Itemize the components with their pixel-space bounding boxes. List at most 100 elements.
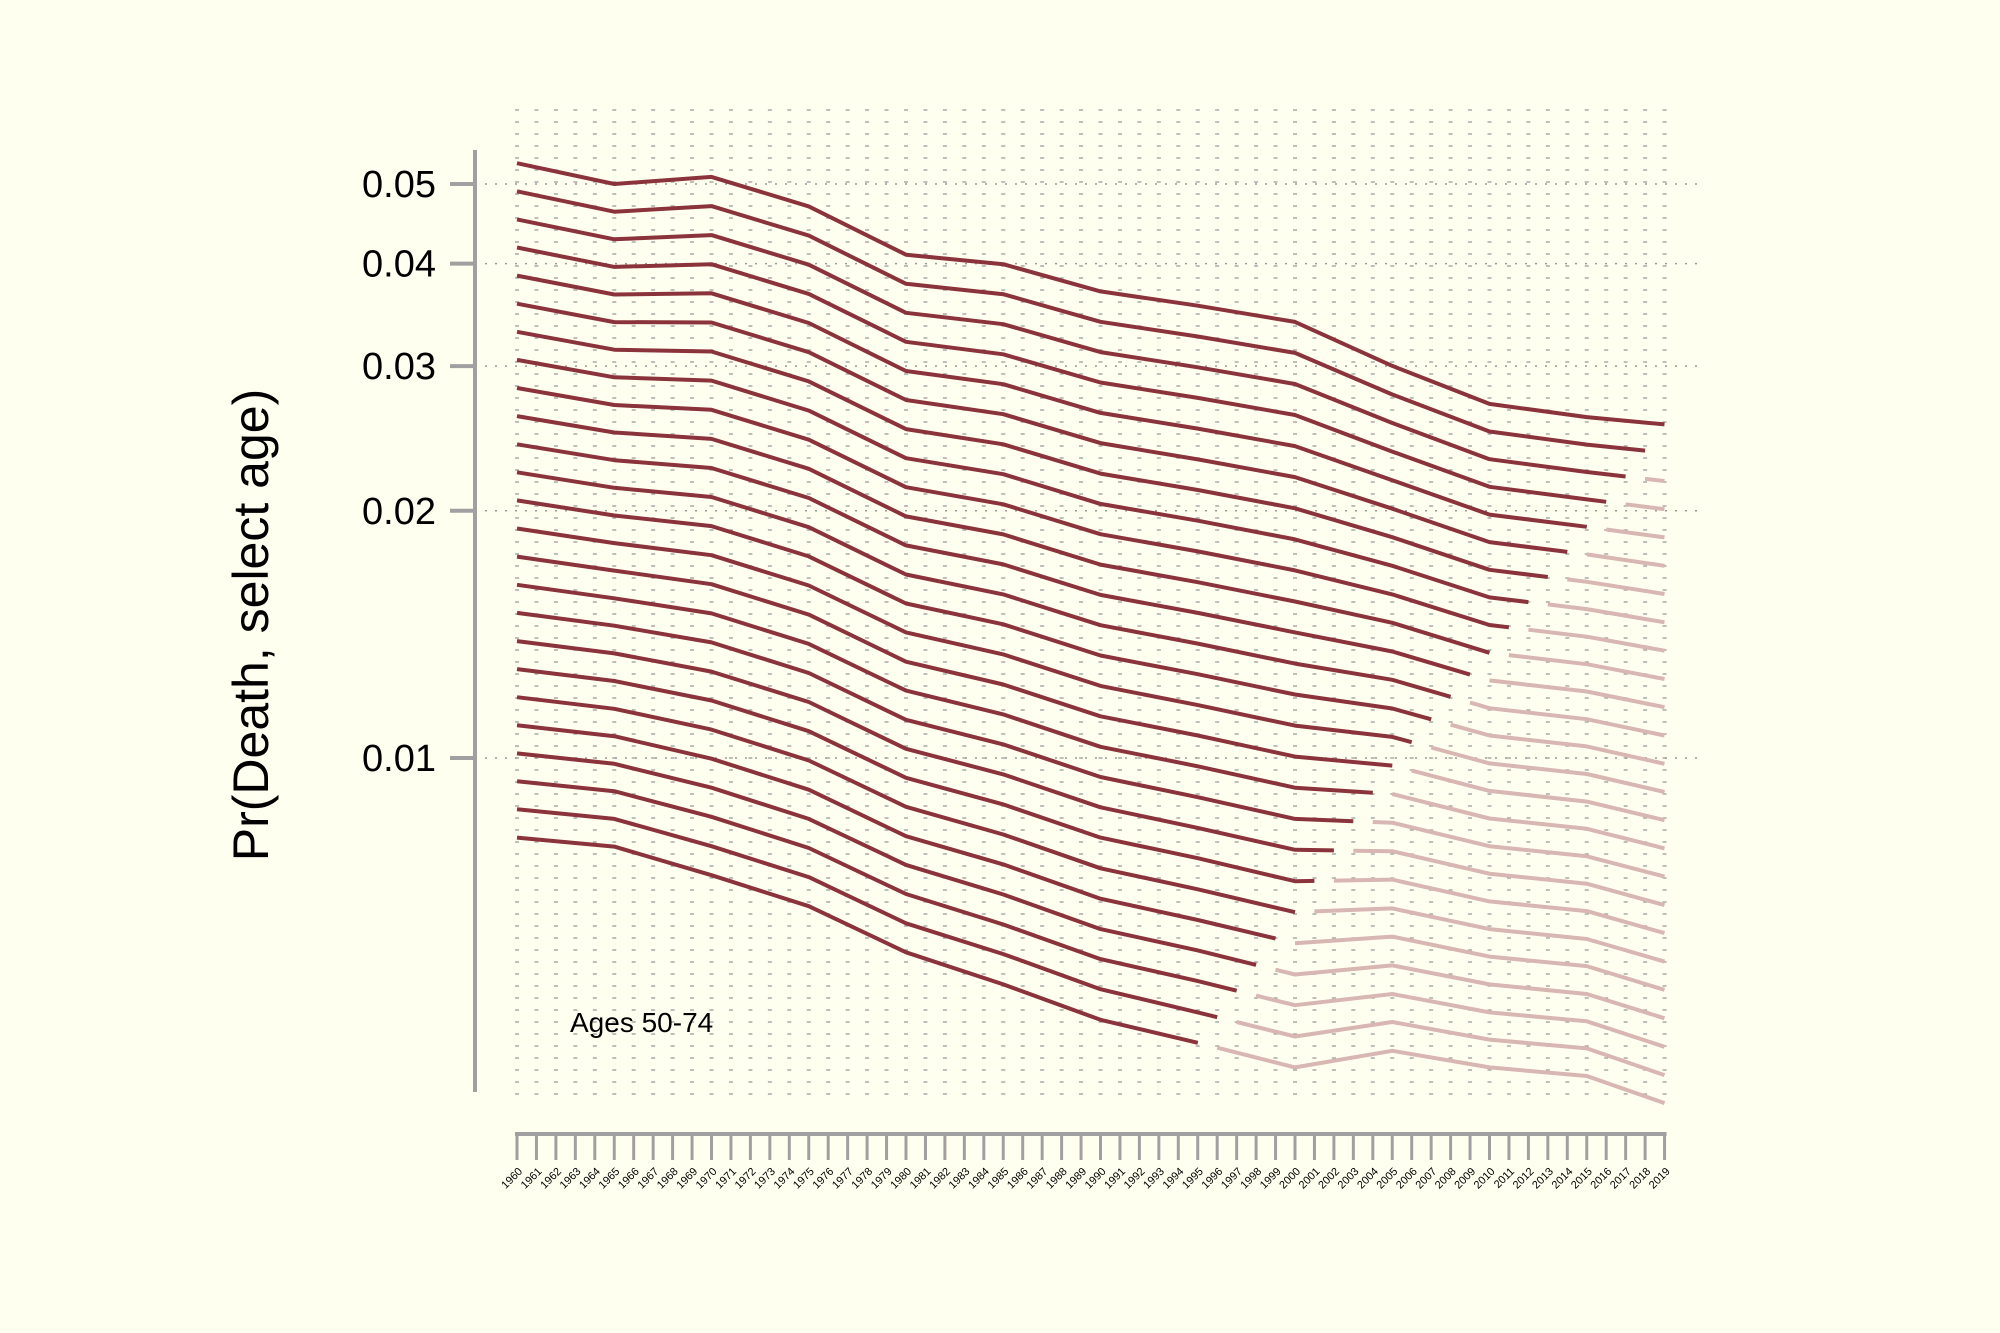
ages-annotation: Ages 50-74 [570, 1007, 713, 1038]
series-line-age-63-late-cohort [1469, 700, 1665, 738]
series-line-age-74-early-cohort [516, 161, 1665, 427]
series-line-age-57-early-cohort [516, 639, 1334, 853]
series-line-age-59-early-cohort [516, 582, 1373, 795]
y-axis-title: Pr(Death, select age) [223, 389, 279, 861]
x-tick-label: 2002 [1316, 1166, 1342, 1192]
series-line-age-52-late-cohort [1255, 992, 1666, 1049]
series-line-age-68-early-cohort [516, 329, 1549, 579]
series-line-age-62-late-cohort [1450, 722, 1665, 766]
y-tick-label: 0.01 [362, 738, 436, 780]
series-line-age-50-early-cohort [516, 835, 1199, 1045]
x-tick-label: 2014 [1550, 1166, 1576, 1192]
series-line-age-58-late-cohort [1372, 820, 1666, 879]
x-tick-label: 1965 [597, 1166, 623, 1192]
x-tick-label: 2001 [1297, 1166, 1323, 1192]
series-line-age-66-late-cohort [1528, 627, 1665, 653]
series-line-age-63-early-cohort [516, 470, 1452, 699]
series-line-age-54-late-cohort [1294, 934, 1666, 992]
series-line-age-51-late-cohort [1236, 1020, 1666, 1077]
series-line-age-54-early-cohort [516, 723, 1276, 941]
x-tick-label: 2011 [1492, 1166, 1517, 1191]
series-line-age-51-early-cohort [516, 807, 1218, 1020]
x-tick-label: 1967 [635, 1166, 661, 1192]
x-tick-label: 1999 [1258, 1166, 1284, 1192]
series-line-age-57-late-cohort [1353, 848, 1666, 908]
x-tick-label: 2005 [1375, 1166, 1401, 1192]
x-tick-label: 1966 [616, 1166, 642, 1192]
x-tick-label: 1975 [791, 1166, 817, 1192]
x-tick-label: 1994 [1161, 1166, 1187, 1192]
grid [515, 109, 1667, 1095]
dotted-grid [515, 109, 1667, 1095]
x-tick-label: 1968 [655, 1166, 681, 1192]
x-tick-label: 2004 [1355, 1166, 1381, 1192]
series-line-age-72-early-cohort [516, 217, 1626, 479]
x-tick-label: 1993 [1141, 1166, 1167, 1192]
y-tick-label: 0.05 [362, 164, 436, 206]
series-line-age-69-early-cohort [516, 301, 1568, 554]
x-tick-label: 1995 [1180, 1166, 1206, 1192]
series-line-age-71-late-cohort [1625, 502, 1665, 512]
series-lines [516, 161, 1666, 1105]
x-tick-label: 1977 [830, 1166, 856, 1192]
x-tick-label: 1970 [694, 1166, 720, 1192]
series-line-age-65-late-cohort [1508, 653, 1665, 681]
series-line-age-64-late-cohort [1489, 678, 1665, 710]
series-line-age-60-early-cohort [516, 554, 1393, 768]
x-tick-label: 2015 [1569, 1166, 1595, 1192]
x-tick-label: 2010 [1472, 1166, 1498, 1192]
x-tick-label: 1979 [869, 1166, 895, 1192]
x-tick-label: 1991 [1102, 1166, 1128, 1192]
x-tick-label: 2007 [1413, 1166, 1439, 1192]
series-line-age-53-early-cohort [516, 751, 1257, 967]
y-reference-lines [485, 183, 1705, 759]
y-axis: 0.01 0.02 0.03 0.04 0.05 [362, 150, 477, 1092]
series-line-age-50-late-cohort [1216, 1045, 1666, 1105]
series-line-age-58-early-cohort [516, 610, 1354, 824]
x-tick-label: 1985 [986, 1166, 1012, 1192]
x-tick-label: 1989 [1063, 1166, 1089, 1192]
x-tick-label: 1974 [772, 1166, 798, 1192]
x-tick-label: 1971 [713, 1166, 739, 1192]
x-tick-label: 2017 [1608, 1166, 1634, 1192]
x-tick-label: 2000 [1277, 1166, 1303, 1192]
series-line-age-73-early-cohort [516, 189, 1646, 453]
series-line-age-72-late-cohort [1644, 476, 1665, 483]
x-tick-label: 2012 [1511, 1166, 1537, 1192]
x-tick-label: 1973 [752, 1166, 778, 1192]
x-tick-label: 1986 [1005, 1166, 1031, 1192]
series-line-age-59-late-cohort [1391, 792, 1665, 851]
x-tick-label: 2018 [1627, 1166, 1653, 1192]
series-line-age-71-early-cohort [516, 245, 1607, 504]
series-line-age-55-early-cohort [516, 695, 1296, 915]
y-tick-label: 0.04 [362, 244, 436, 286]
x-tick-label: 1976 [811, 1166, 837, 1192]
x-tick-label: 1997 [1219, 1166, 1245, 1192]
x-tick-label: 2006 [1394, 1166, 1420, 1192]
series-line-age-53-late-cohort [1275, 963, 1666, 1021]
series-line-age-69-late-cohort [1586, 552, 1665, 568]
x-tick-label: 1981 [908, 1166, 934, 1192]
series-line-age-70-early-cohort [516, 273, 1588, 529]
x-tick-label: 1992 [1122, 1166, 1148, 1192]
x-tick-label: 1987 [1024, 1166, 1050, 1192]
series-line-age-68-late-cohort [1567, 577, 1665, 596]
x-tick-label: 1983 [947, 1166, 973, 1192]
x-tick-label: 1972 [733, 1166, 759, 1192]
y-tick-label: 0.03 [362, 346, 436, 388]
series-line-age-56-early-cohort [516, 667, 1315, 884]
x-tick-label: 2013 [1530, 1166, 1556, 1192]
x-tick-label: 1964 [577, 1166, 603, 1192]
x-tick-label: 1998 [1238, 1166, 1264, 1192]
series-line-age-66-early-cohort [516, 386, 1510, 630]
x-tick-label: 2019 [1647, 1166, 1673, 1192]
x-tick-label: 1962 [538, 1166, 564, 1192]
x-tick-label: 1969 [674, 1166, 700, 1192]
x-tick-label: 2016 [1589, 1166, 1615, 1192]
series-line-age-65-early-cohort [516, 414, 1491, 655]
series-line-age-52-early-cohort [516, 779, 1238, 993]
series-line-age-62-early-cohort [516, 498, 1432, 722]
series-line-age-60-late-cohort [1411, 768, 1665, 823]
x-tick-label: 1960 [499, 1166, 525, 1192]
